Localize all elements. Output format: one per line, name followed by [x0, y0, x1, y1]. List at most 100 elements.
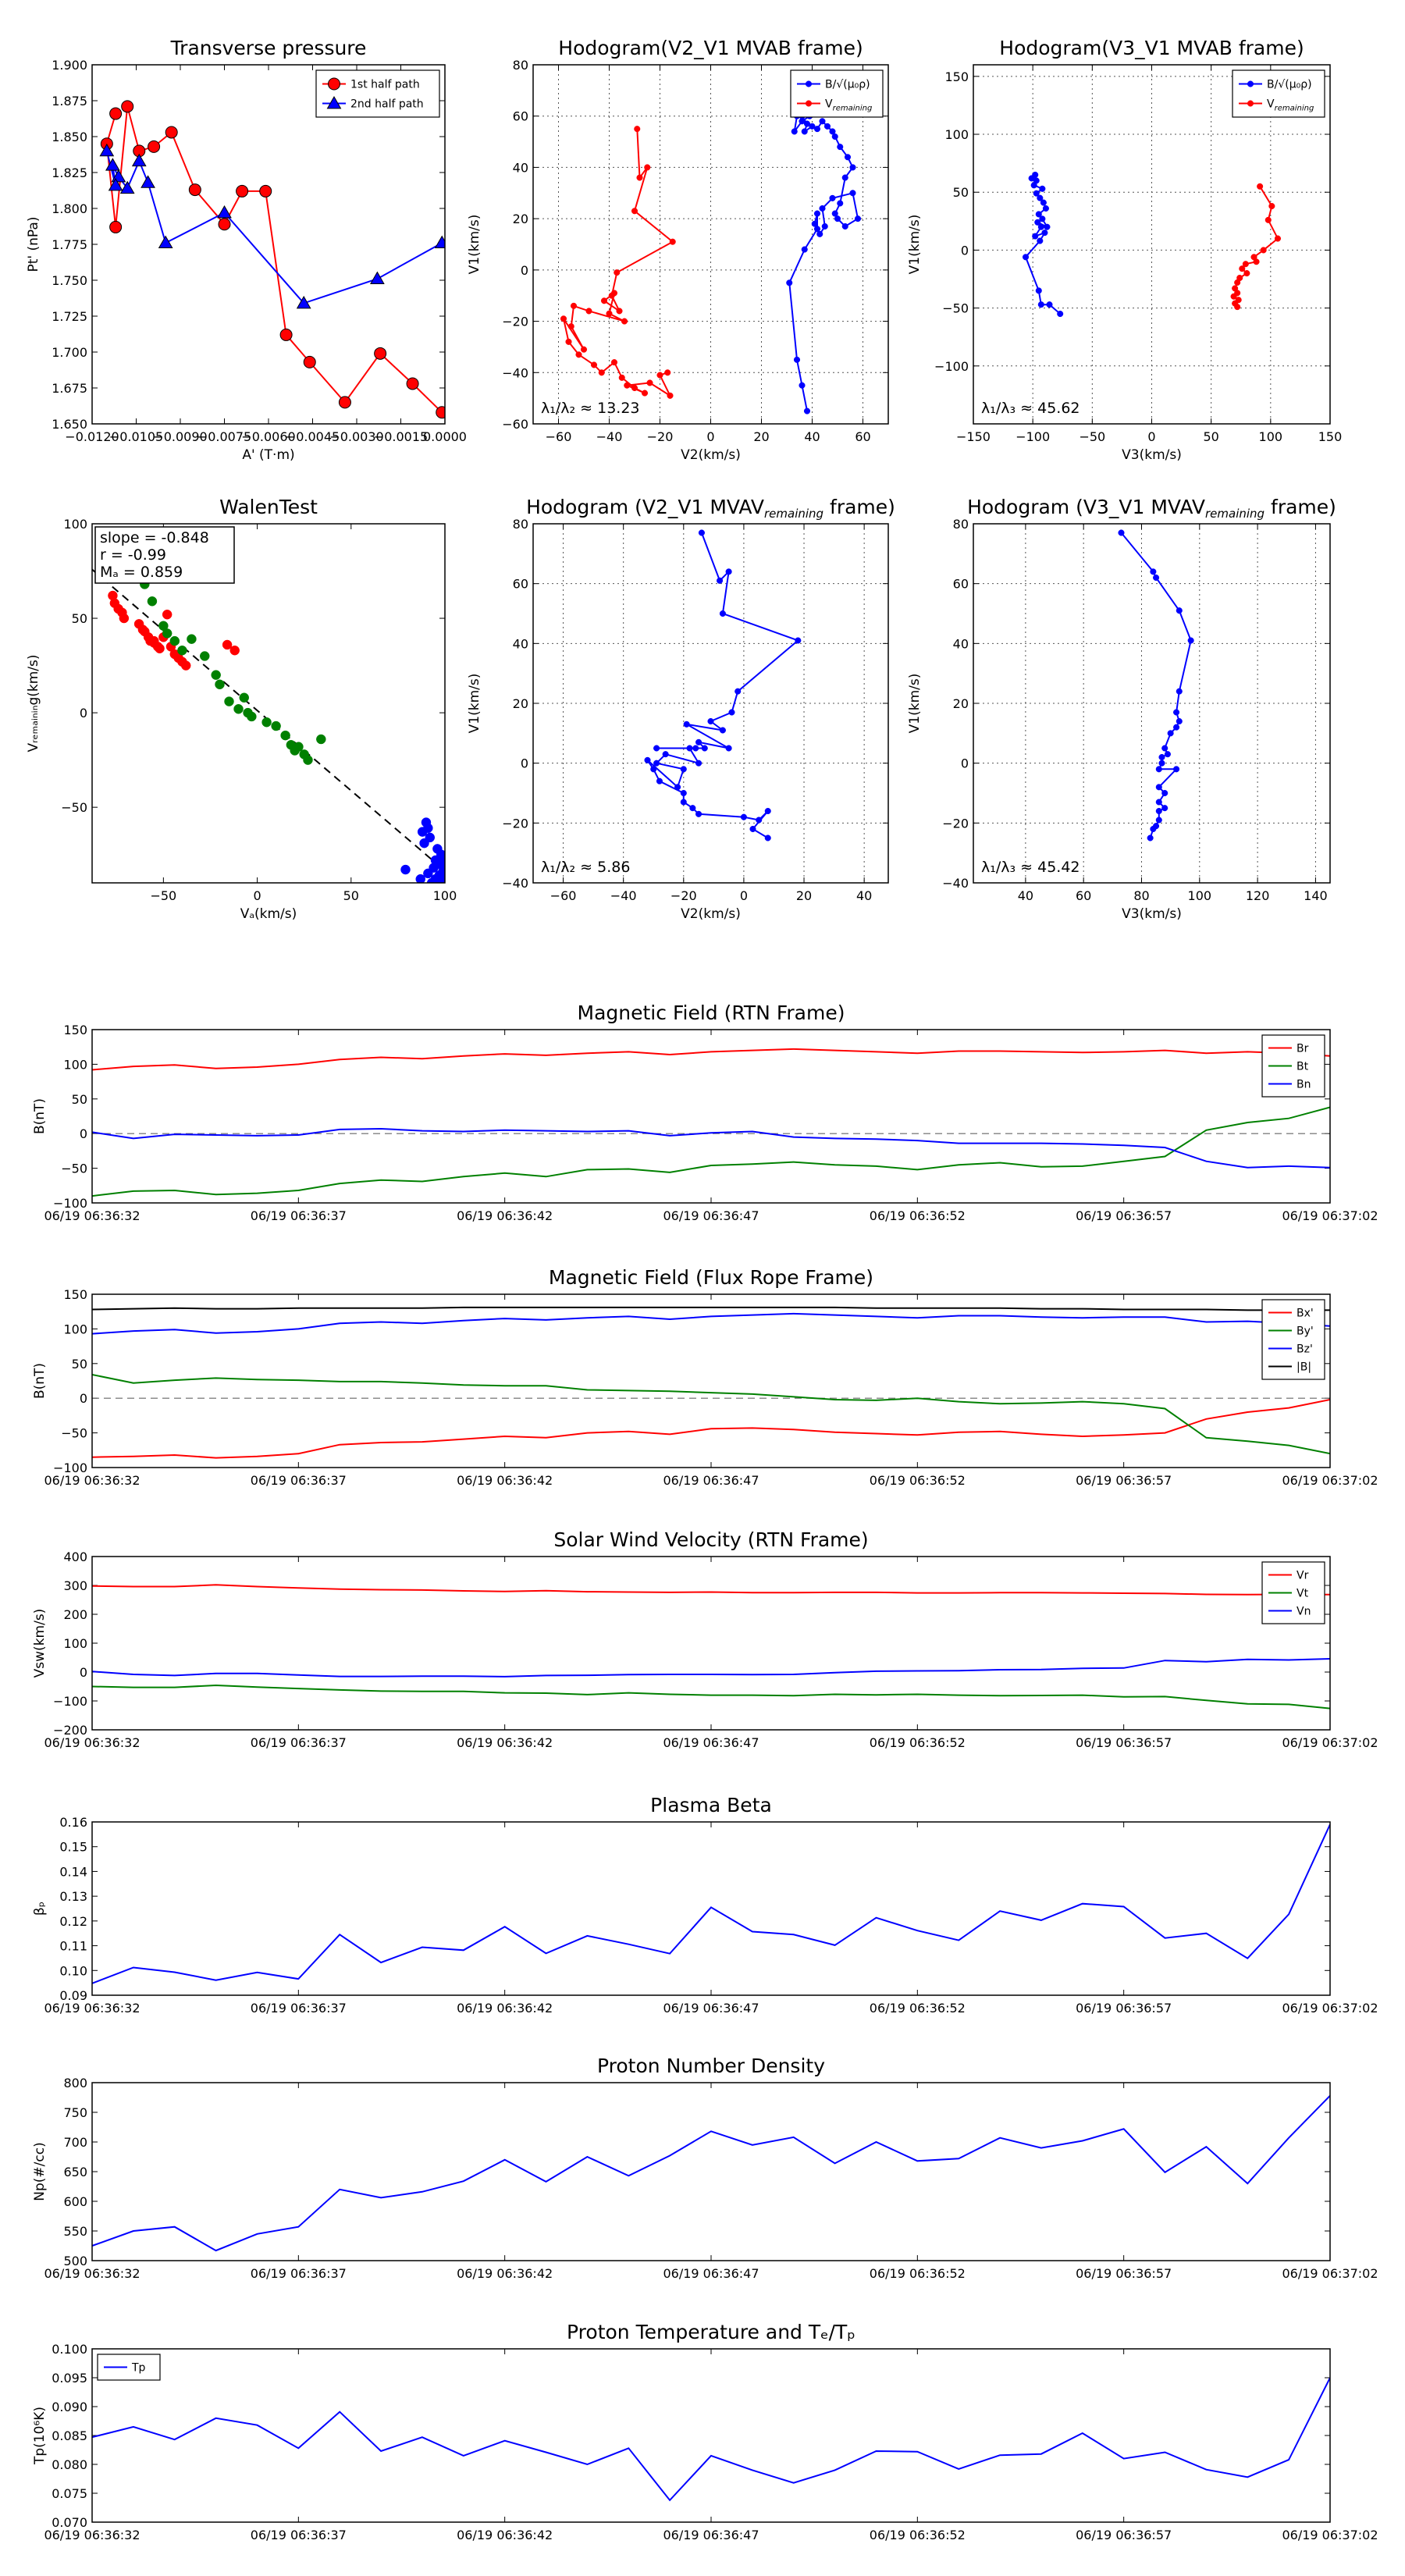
x-tick-label: 06/19 06:36:47 [663, 1735, 759, 1750]
y-axis-label: V1(km/s) [467, 674, 482, 734]
y-tick-label: 0 [521, 263, 528, 278]
legend-label: Bx' [1297, 1308, 1314, 1320]
data-point [169, 635, 180, 646]
data-point [667, 392, 674, 399]
plot-frame [91, 64, 446, 425]
data-point [653, 760, 660, 767]
y-tick-label: 600 [63, 2194, 87, 2209]
y-axis-label: βₚ [32, 1902, 48, 1916]
data-point [636, 174, 643, 181]
x-tick-label: −40 [596, 429, 623, 444]
stats-line: slope = -0.848 [100, 529, 209, 546]
data-point [1147, 834, 1154, 841]
data-point [644, 756, 651, 763]
x-tick-label: 06/19 06:36:42 [457, 1735, 553, 1750]
x-tick-label: 06/19 06:36:42 [457, 2001, 553, 2016]
x-tick-label: 100 [1188, 888, 1212, 903]
plot-area [644, 529, 802, 841]
plot-area [560, 112, 862, 415]
x-tick-label: 80 [1133, 888, 1149, 903]
data-point [1034, 219, 1041, 226]
data-point [271, 720, 281, 731]
data-point [1234, 304, 1241, 311]
x-tick-label: −50 [1079, 429, 1105, 444]
x-tick-label: −0.0045 [286, 429, 340, 444]
x-tick-label: 40 [1018, 888, 1033, 903]
stats-line: r = -0.99 [100, 546, 166, 564]
y-tick-label: 1.725 [52, 309, 87, 324]
data-point [155, 643, 165, 654]
data-point [187, 634, 197, 644]
y-tick-label: −50 [61, 1162, 87, 1176]
data-point [565, 338, 572, 345]
data-point [1164, 751, 1171, 758]
plot-area [92, 568, 445, 883]
data-point [854, 215, 862, 222]
data-point [218, 218, 231, 231]
data-point [1176, 607, 1183, 614]
y-axis-label: B(nT) [32, 1098, 48, 1134]
y-tick-label: 50 [72, 1092, 87, 1107]
plot-frame [91, 523, 446, 884]
legend-item: B/√(μ₀ρ) [797, 79, 870, 91]
data-point [656, 777, 663, 785]
data-point [1039, 185, 1046, 192]
x-tick-label: 0.0000 [423, 429, 467, 444]
legend-marker [805, 100, 813, 107]
series-bz--line [92, 1312, 1330, 1335]
y-axis-label: Vsw(km/s) [32, 1609, 48, 1678]
x-tick-label: 06/19 06:36:42 [457, 2528, 553, 2542]
data-point [261, 717, 272, 728]
y-axis-label: V1(km/s) [467, 215, 482, 275]
data-point [618, 374, 625, 381]
chart-title: Hodogram (V2_V1 MVAVremaining frame) [526, 496, 895, 521]
stats-line: Mₐ = 0.859 [100, 564, 183, 581]
data-point [1243, 270, 1250, 277]
data-point [624, 382, 631, 389]
y-tick-label: 100 [944, 127, 969, 142]
y-tick-label: 50 [72, 1357, 87, 1372]
legend-item: Br [1268, 1043, 1309, 1055]
data-point [813, 210, 821, 217]
legend-box [315, 69, 440, 118]
data-point [634, 126, 641, 133]
y-tick-label: 0.095 [52, 2371, 87, 2386]
data-point [813, 226, 821, 233]
y-tick-label: 100 [63, 1322, 87, 1336]
plot-frame [91, 1821, 1331, 1996]
data-point [580, 346, 588, 353]
x-tick-label: 40 [856, 888, 872, 903]
x-tick-label: 20 [753, 429, 769, 444]
data-point [211, 670, 221, 680]
chart-title: Proton Number Density [597, 2055, 825, 2077]
data-point [606, 310, 613, 317]
data-point [1257, 183, 1264, 190]
x-tick-label: 06/19 06:36:42 [457, 1208, 553, 1223]
plot-frame [532, 523, 889, 884]
legend-label: Tp [131, 2362, 146, 2375]
y-tick-label: 0.100 [52, 2342, 87, 2357]
data-point [200, 651, 210, 661]
x-tick-label: 06/19 06:36:32 [44, 1208, 140, 1223]
data-point [590, 361, 598, 368]
data-point [233, 704, 244, 714]
series-tp-line [92, 2377, 1330, 2502]
plot-frame [973, 523, 1331, 884]
data-point [1161, 745, 1168, 752]
data-point [662, 751, 669, 758]
series-vt-line [92, 1684, 1330, 1710]
y-tick-label: −50 [61, 1426, 87, 1441]
legend-label: Bn [1297, 1079, 1311, 1091]
y-tick-label: −60 [502, 417, 528, 432]
data-point [614, 269, 621, 276]
x-tick-label: −0.0090 [153, 429, 207, 444]
x-tick-label: 50 [343, 888, 359, 903]
y-tick-label: 0.16 [59, 1815, 87, 1830]
y-tick-label: 400 [63, 1550, 87, 1564]
x-tick-label: −0.0075 [197, 429, 251, 444]
data-point [229, 645, 240, 656]
y-tick-label: 800 [63, 2076, 87, 2090]
data-point [707, 717, 714, 725]
data-point [434, 235, 445, 249]
x-tick-label: 06/19 06:36:57 [1076, 2528, 1172, 2542]
